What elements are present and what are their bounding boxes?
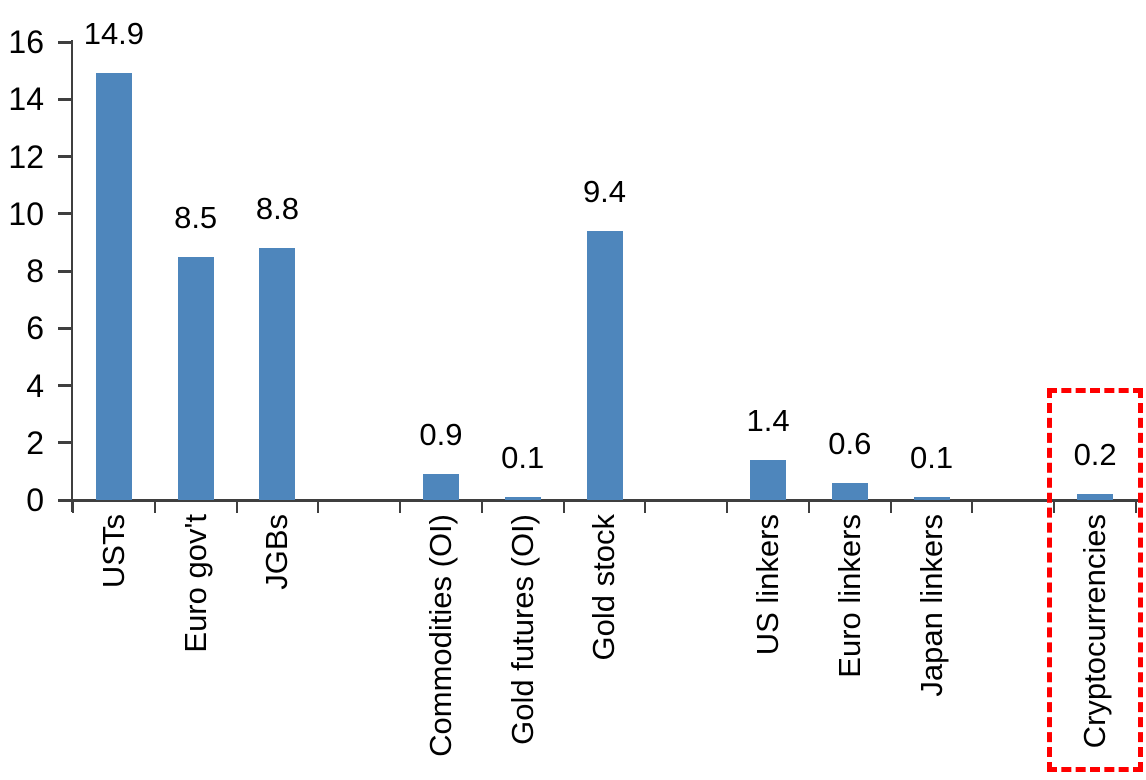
y-axis-tick-label: 16: [8, 24, 44, 60]
x-axis-tick: [72, 500, 74, 513]
x-axis-tick: [726, 500, 729, 513]
y-axis-tick: [58, 212, 73, 216]
x-axis-tick: [807, 500, 810, 513]
bar-euro-linkers: [831, 482, 868, 500]
x-axis-category-slot: Commodities (OI): [400, 514, 482, 757]
value-label: 8.8: [255, 191, 299, 227]
x-axis-category-slot: USTs: [73, 514, 155, 588]
value-label: 8.5: [174, 199, 218, 235]
y-axis-tick-label: 8: [26, 253, 44, 289]
bar-cryptocurrencies: [1077, 494, 1114, 500]
x-axis-category-label: Commodities (OI): [422, 514, 458, 757]
y-axis-tick: [58, 441, 73, 445]
y-axis-line: [71, 40, 73, 512]
y-axis-tick: [58, 269, 73, 273]
x-axis-category-label: Gold futures (OI): [504, 514, 540, 745]
y-axis-tick-label: 12: [8, 138, 44, 175]
x-axis-category-slot: US linkers: [727, 514, 809, 655]
y-axis-tick-label: 2: [26, 424, 44, 461]
y-axis-tick-label: 14: [8, 81, 44, 118]
bar-gold-futures-oi-: [504, 497, 541, 500]
x-axis-tick: [399, 500, 402, 513]
y-axis-tick: [58, 97, 73, 101]
x-axis-category-slot: Euro linkers: [809, 514, 891, 678]
y-axis-tick: [58, 326, 73, 330]
value-label: 0.9: [419, 417, 463, 453]
x-axis-tick: [480, 500, 483, 513]
bar-us-linkers: [750, 459, 787, 500]
value-label: 0.6: [828, 425, 872, 461]
x-axis-category-label: US linkers: [750, 514, 786, 656]
bar-japan-linkers: [913, 497, 950, 500]
x-axis-category-slot: Gold stock: [564, 514, 646, 660]
x-axis-tick: [562, 500, 565, 513]
y-axis-tick-label: 6: [26, 310, 44, 347]
y-axis-tick-label: 4: [26, 367, 44, 404]
value-label: 14.9: [83, 16, 145, 52]
x-axis-category-slot: Japan linkers: [891, 514, 973, 697]
x-axis-category-label: JGBs: [259, 514, 295, 590]
y-axis-tick: [58, 384, 73, 387]
value-label: 9.4: [582, 173, 627, 209]
y-axis-tick-label: 0: [26, 482, 44, 518]
x-axis-category-slot: JGBs: [237, 514, 319, 590]
x-axis-tick: [317, 500, 320, 513]
y-axis-tick: [58, 40, 73, 44]
value-label: 0.1: [501, 440, 545, 476]
x-axis-tick: [889, 500, 892, 513]
x-axis-tick: [644, 500, 647, 513]
x-axis-category-label: Euro linkers: [831, 514, 867, 678]
x-axis-category-label: Gold stock: [586, 514, 622, 661]
bar-gold-stock: [586, 230, 623, 500]
x-axis-tick: [153, 500, 156, 513]
bar-usts: [95, 73, 132, 500]
bar-euro-gov-t: [177, 256, 214, 500]
x-axis-tick: [1053, 500, 1056, 513]
x-axis-category-label: Euro gov't: [177, 514, 213, 653]
x-axis-category-label: Japan linkers: [913, 514, 949, 697]
x-axis-tick: [971, 500, 974, 513]
bar-jgbs: [259, 248, 296, 500]
y-axis-tick: [58, 155, 73, 158]
value-label: 1.4: [746, 402, 790, 438]
x-axis-category-label: USTs: [95, 514, 131, 589]
value-label: 0.1: [910, 440, 954, 476]
x-axis-line: [58, 498, 1139, 502]
value-label: 0.2: [1073, 437, 1117, 473]
y-axis-tick-label: 10: [8, 195, 44, 232]
bar-commodities-oi-: [422, 474, 459, 500]
x-axis-tick: [235, 500, 238, 513]
x-axis-category-slot: Euro gov't: [155, 514, 237, 653]
x-axis-category-slot: Gold futures (OI): [482, 514, 564, 745]
highlight-box-cryptocurrencies: [1047, 388, 1144, 772]
x-axis-tick: [1135, 500, 1137, 513]
